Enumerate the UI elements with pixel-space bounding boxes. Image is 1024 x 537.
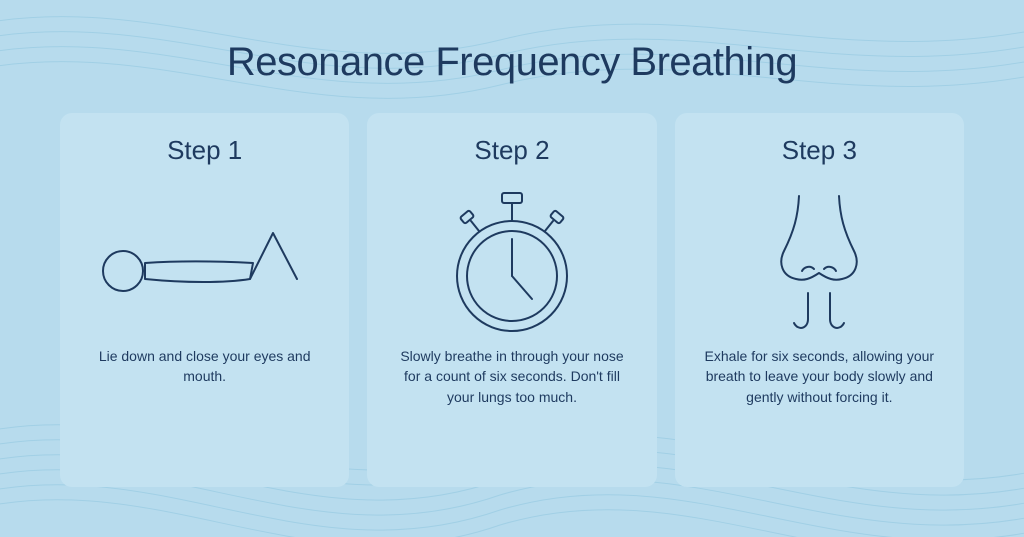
step-card-2: Step 2 Slowly breathe in through your no…	[367, 113, 656, 487]
stopwatch-icon	[395, 176, 628, 346]
step-description: Slowly breathe in through your nose for …	[395, 346, 628, 407]
lying-person-icon	[88, 176, 321, 346]
step-label: Step 2	[474, 135, 549, 166]
cards-row: Step 1 Lie down and close your eyes and …	[60, 113, 964, 487]
nose-exhale-icon	[703, 176, 936, 346]
step-card-1: Step 1 Lie down and close your eyes and …	[60, 113, 349, 487]
step-label: Step 1	[167, 135, 242, 166]
step-label: Step 3	[782, 135, 857, 166]
content-wrapper: Resonance Frequency Breathing Step 1 Lie…	[0, 0, 1024, 537]
step-description: Exhale for six seconds, allowing your br…	[703, 346, 936, 407]
step-card-3: Step 3 Exhale for six seconds, allowing …	[675, 113, 964, 487]
step-description: Lie down and close your eyes and mouth.	[88, 346, 321, 387]
page-title: Resonance Frequency Breathing	[227, 40, 797, 85]
